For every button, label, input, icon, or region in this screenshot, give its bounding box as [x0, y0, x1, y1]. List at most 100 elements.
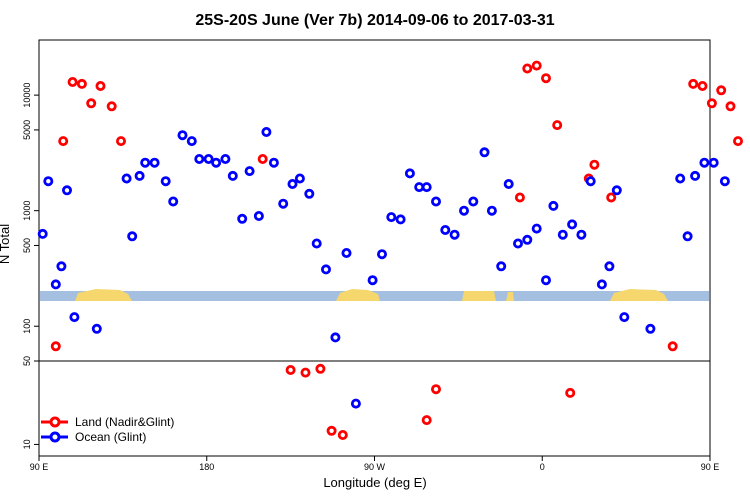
data-point	[589, 159, 600, 170]
y-axis-label: N Total	[0, 224, 12, 264]
x-tick-label: 90 E	[30, 462, 49, 472]
data-point	[320, 264, 331, 275]
data-point	[522, 63, 533, 74]
data-point	[706, 98, 717, 109]
data-point	[203, 153, 214, 164]
legend-swatch-marker-ocean	[49, 431, 61, 443]
data-point	[576, 229, 587, 240]
data-point	[160, 176, 171, 187]
data-point	[304, 188, 315, 199]
series-ocean	[37, 126, 730, 409]
y-tick-label: 500	[22, 238, 32, 253]
land-strip-south-america	[336, 289, 380, 301]
data-point	[513, 238, 524, 249]
data-point	[449, 229, 460, 240]
land-strip-madagascar	[506, 292, 514, 301]
x-tick-label: 90 E	[701, 462, 720, 472]
legend-entry-ocean: Ocean (Glint)	[41, 430, 146, 444]
data-point	[121, 173, 132, 184]
data-point	[227, 170, 238, 181]
legend-swatch-marker-land	[49, 416, 61, 428]
data-point	[404, 168, 415, 179]
data-point	[244, 166, 255, 177]
data-point	[278, 198, 289, 209]
land-ocean-strip	[40, 289, 709, 301]
data-point	[315, 363, 326, 374]
data-point	[337, 429, 348, 440]
data-point	[134, 170, 145, 181]
data-point	[220, 153, 231, 164]
data-point	[186, 136, 197, 147]
data-point	[106, 101, 117, 112]
data-point	[690, 170, 701, 181]
data-point	[386, 212, 397, 223]
data-point	[725, 101, 736, 112]
data-point	[514, 192, 525, 203]
data-point	[86, 98, 97, 109]
data-point	[294, 173, 305, 184]
chart-title: 25S-20S June (Ver 7b) 2014-09-06 to 2017…	[195, 12, 554, 29]
data-point	[140, 157, 151, 168]
data-point	[149, 157, 160, 168]
y-tick-label: 10000	[22, 83, 32, 108]
y-tick-label: 100	[22, 319, 32, 334]
data-point	[548, 200, 559, 211]
data-point	[395, 214, 406, 225]
x-axis: 90 E 180 90 W 0 90 E	[30, 456, 720, 472]
data-point	[699, 157, 710, 168]
data-point	[552, 120, 563, 131]
data-point	[76, 78, 87, 89]
data-point	[421, 415, 432, 426]
data-point	[341, 247, 352, 258]
data-points	[37, 60, 744, 440]
data-point	[531, 223, 542, 234]
y-tick-label: 50	[22, 356, 32, 366]
data-point	[326, 425, 337, 436]
data-point	[667, 341, 678, 352]
data-point	[708, 157, 719, 168]
data-point	[56, 261, 67, 272]
data-point	[688, 78, 699, 89]
data-point	[697, 81, 708, 92]
data-point	[261, 126, 272, 137]
data-point	[350, 398, 361, 409]
land-strip-australia	[75, 289, 132, 301]
data-point	[194, 153, 205, 164]
data-point	[67, 77, 78, 88]
data-point	[440, 224, 451, 235]
data-point	[257, 153, 268, 164]
data-point	[430, 196, 441, 207]
legend-entry-land: Land (Nadir&Glint)	[41, 415, 174, 429]
data-point	[237, 213, 248, 224]
data-point	[541, 73, 552, 84]
y-tick-label: 1000	[22, 201, 32, 221]
data-point	[58, 136, 69, 147]
data-point	[300, 367, 311, 378]
data-point	[503, 178, 514, 189]
data-point	[168, 196, 179, 207]
data-point	[619, 312, 630, 323]
data-point	[421, 182, 432, 193]
data-point	[645, 323, 656, 334]
legend: Land (Nadir&Glint) Ocean (Glint)	[41, 415, 174, 444]
x-tick-label: 90 W	[364, 462, 386, 472]
data-point	[367, 275, 378, 286]
data-point	[253, 210, 264, 221]
data-point	[43, 176, 54, 187]
data-point	[567, 219, 578, 230]
data-point	[716, 85, 727, 96]
data-point	[62, 185, 73, 196]
legend-label-ocean: Ocean (Glint)	[75, 430, 146, 444]
data-point	[50, 341, 61, 352]
data-point	[211, 157, 222, 168]
data-point	[91, 323, 102, 334]
data-point	[733, 136, 744, 147]
data-point	[69, 312, 80, 323]
y-tick-label: 5000	[22, 120, 32, 140]
data-point	[682, 231, 693, 242]
data-point	[376, 249, 387, 260]
data-point	[606, 192, 617, 203]
data-point	[177, 130, 188, 141]
land-strip-africa	[462, 291, 496, 301]
